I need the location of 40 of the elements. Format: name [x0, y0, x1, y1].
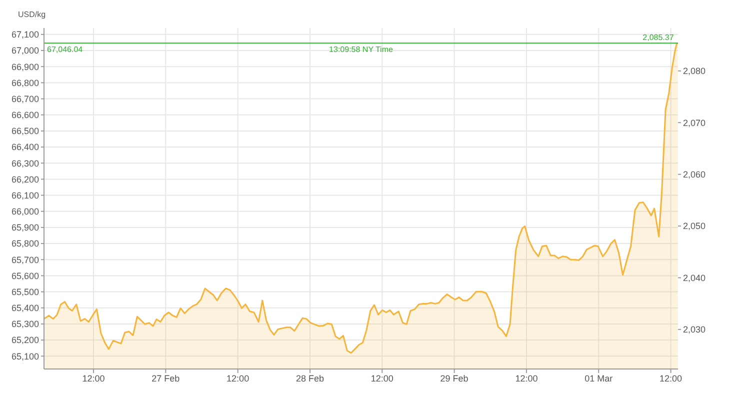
y-tick-label: 67,100	[11, 30, 39, 40]
x-tick-label: 12:00	[370, 373, 394, 384]
y2-tick-label: 2,050	[683, 221, 706, 232]
y-tick-label: 65,200	[11, 335, 39, 346]
y-tick-label: 65,500	[11, 286, 39, 297]
y-tick-label: 65,300	[11, 319, 39, 330]
y-tick-label: 65,100	[11, 351, 39, 362]
y-tick-label: 66,100	[11, 190, 39, 200]
y2-tick-label: 2,080	[683, 66, 706, 76]
y-tick-label: 66,000	[11, 206, 39, 217]
x-tick-label: 01 Mar	[584, 373, 613, 384]
y2-tick-label: 2,040	[683, 272, 706, 283]
y-tick-label: 66,900	[11, 62, 39, 72]
y-tick-label: 66,500	[11, 126, 39, 136]
y-axis-title: USD/kg	[18, 10, 46, 19]
y-tick-label: 65,400	[11, 303, 39, 314]
x-tick-label: 12:00	[660, 373, 682, 384]
x-tick-label: 27 Feb	[152, 373, 180, 384]
y-tick-label: 65,600	[11, 270, 39, 281]
y-tick-label: 66,700	[11, 94, 39, 104]
y2-tick-label: 2,030	[683, 324, 706, 335]
y-tick-label: 66,600	[11, 110, 39, 120]
y-tick-label: 65,800	[11, 238, 39, 249]
annotation: 2,085.37	[642, 32, 674, 42]
x-tick-label: 12:00	[515, 373, 538, 384]
y-tick-label: 67,000	[11, 46, 39, 56]
x-tick-label: 12:00	[226, 373, 250, 384]
y-tick-label: 66,200	[11, 174, 39, 184]
y-tick-label: 65,700	[11, 254, 39, 265]
x-tick-label: 29 Feb	[440, 373, 468, 384]
annotation: 13:09:58 NY Time	[329, 44, 394, 54]
y2-tick-label: 2,060	[683, 170, 706, 180]
y-tick-label: 66,300	[11, 158, 39, 168]
y-tick-label: 65,900	[11, 222, 39, 233]
y2-tick-label: 2,070	[683, 118, 706, 128]
y-tick-label: 66,400	[11, 142, 39, 152]
ref-line-label: 67,046.04	[47, 44, 84, 54]
x-tick-label: 12:00	[82, 373, 105, 384]
y-tick-label: 66,800	[11, 78, 39, 88]
x-tick-label: 28 Feb	[296, 373, 324, 384]
